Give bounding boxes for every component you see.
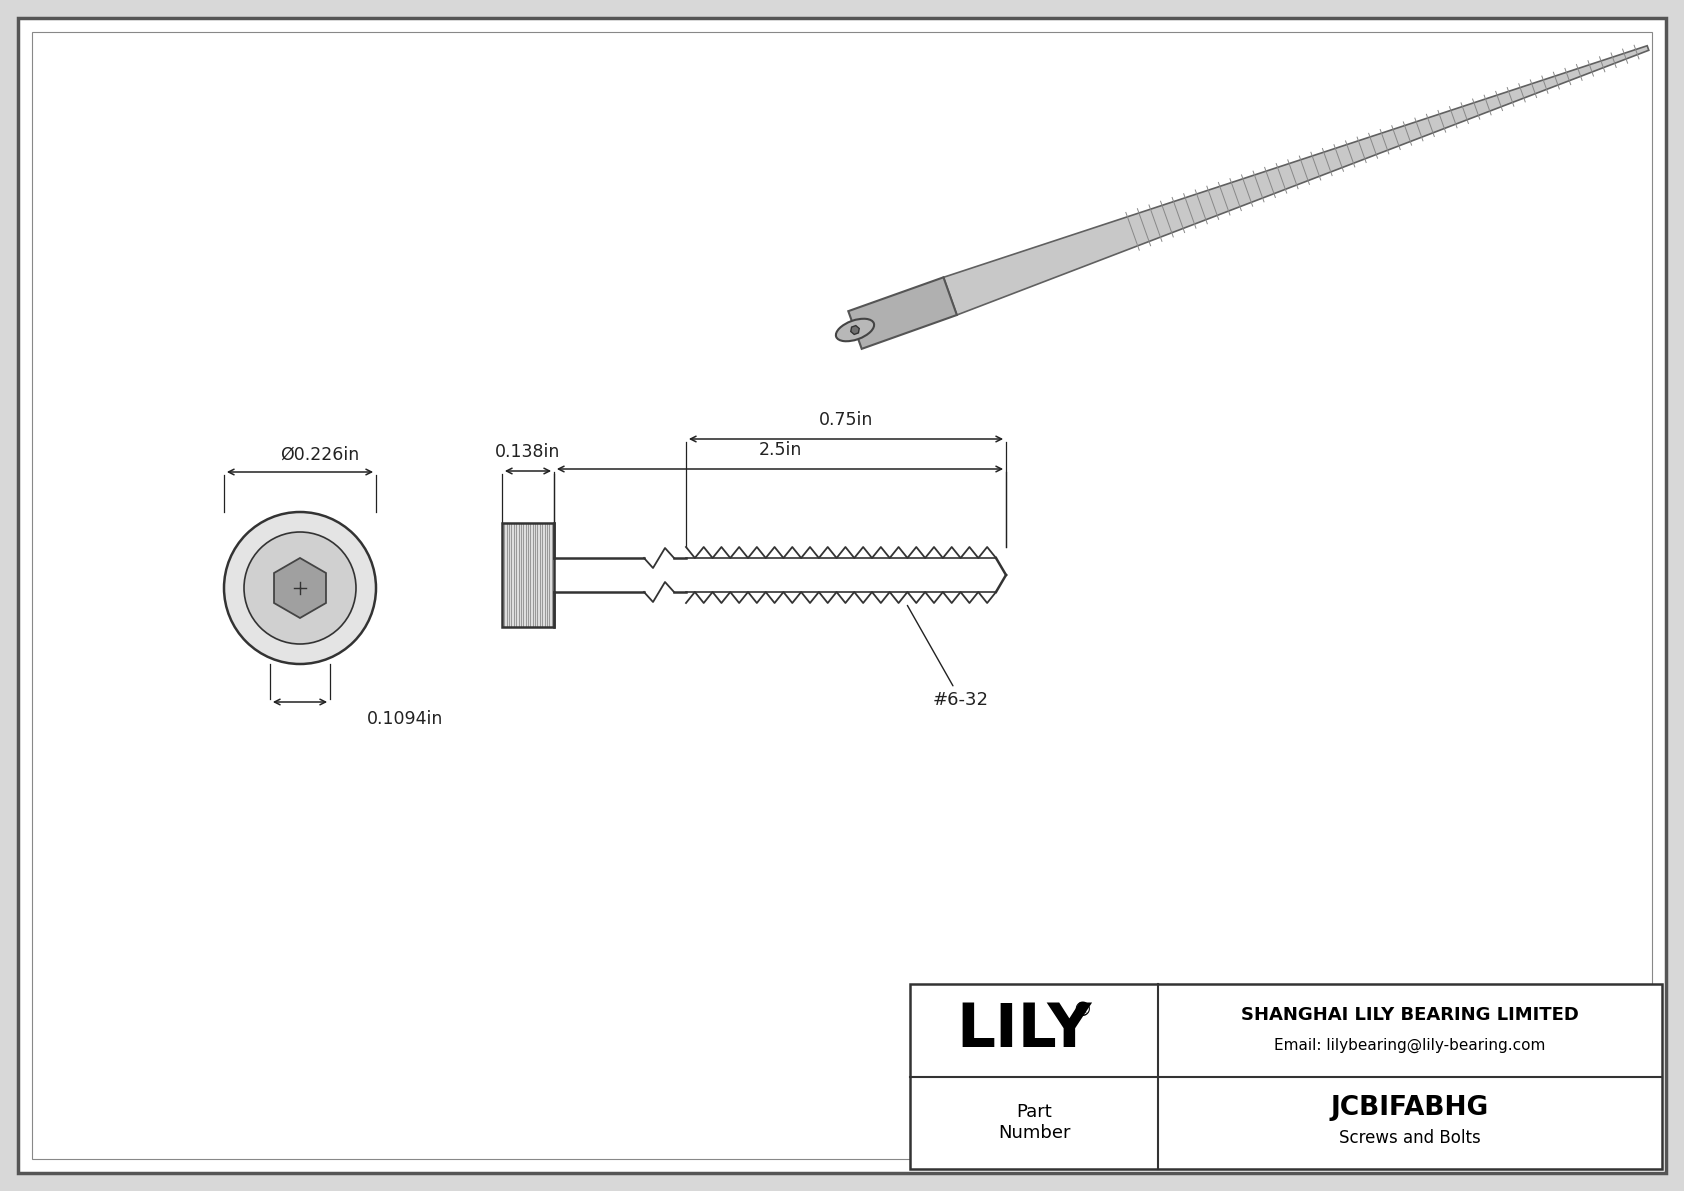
- Text: SHANGHAI LILY BEARING LIMITED: SHANGHAI LILY BEARING LIMITED: [1241, 1006, 1580, 1024]
- Circle shape: [224, 512, 376, 665]
- Circle shape: [244, 532, 355, 644]
- Polygon shape: [850, 325, 859, 335]
- Ellipse shape: [835, 319, 874, 342]
- Text: 0.1094in: 0.1094in: [367, 710, 443, 728]
- Text: 0.138in: 0.138in: [495, 443, 561, 461]
- Text: #6-32: #6-32: [908, 605, 989, 709]
- Polygon shape: [849, 278, 957, 349]
- Text: Ø0.226in: Ø0.226in: [280, 445, 360, 464]
- Polygon shape: [274, 559, 327, 618]
- Text: LILY: LILY: [957, 1000, 1091, 1060]
- Text: 0.75in: 0.75in: [818, 411, 874, 429]
- Text: Part
Number: Part Number: [997, 1103, 1071, 1142]
- Text: 2.5in: 2.5in: [758, 441, 802, 459]
- Bar: [502, 523, 554, 626]
- Bar: [502, 523, 554, 626]
- Bar: [909, 984, 1662, 1170]
- Polygon shape: [943, 45, 1649, 314]
- Text: Screws and Bolts: Screws and Bolts: [1339, 1129, 1480, 1147]
- Text: ®: ®: [1073, 1000, 1091, 1019]
- Text: Email: lilybearing@lily-bearing.com: Email: lilybearing@lily-bearing.com: [1275, 1037, 1546, 1053]
- Polygon shape: [685, 547, 995, 603]
- Text: JCBIFABHG: JCBIFABHG: [1330, 1095, 1489, 1121]
